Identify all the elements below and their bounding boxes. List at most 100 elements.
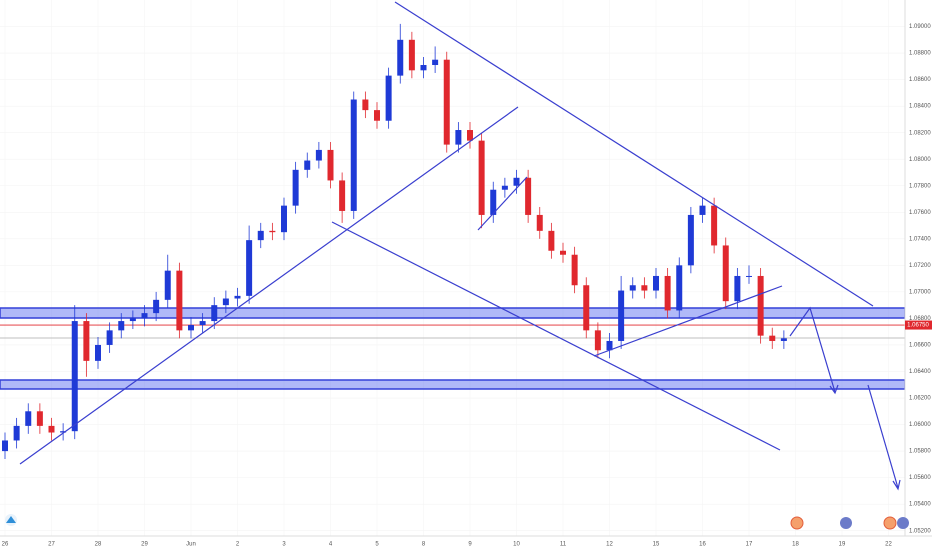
candle-body xyxy=(443,59,450,145)
trend-line xyxy=(477,176,528,231)
x-tick-label: 15 xyxy=(653,542,660,548)
x-tick-label: 17 xyxy=(746,542,753,548)
candle-body xyxy=(583,285,590,331)
candle-body xyxy=(374,110,380,121)
candle-body xyxy=(141,313,148,319)
candle-body xyxy=(676,265,683,311)
y-tick-label: 1.07800 xyxy=(909,183,931,189)
trend-lines xyxy=(19,1,901,491)
x-tick-label: 4 xyxy=(329,542,333,548)
y-tick-label: 1.08800 xyxy=(909,51,931,57)
candle-body xyxy=(571,254,578,286)
y-tick-label: 1.07000 xyxy=(909,289,931,295)
arrow-head xyxy=(892,479,901,491)
candle-body xyxy=(350,99,357,211)
candle-body xyxy=(525,177,532,215)
candle-body xyxy=(397,39,404,76)
event-icon[interactable] xyxy=(840,517,852,529)
candle-body xyxy=(48,425,55,433)
candle-body xyxy=(548,230,555,251)
candle-body xyxy=(711,205,718,246)
candle-body xyxy=(222,298,229,306)
candle-body xyxy=(327,149,334,181)
y-tick-label: 1.07600 xyxy=(909,210,931,216)
candle-body xyxy=(257,230,264,241)
price-tag-label: 1.06750 xyxy=(907,323,929,329)
candle-body xyxy=(106,330,113,345)
candle-body xyxy=(722,245,729,302)
candle-body xyxy=(362,99,369,111)
price-axis xyxy=(905,0,932,536)
candle-body xyxy=(25,411,32,426)
candle-body xyxy=(83,321,90,361)
candle-body xyxy=(292,169,299,206)
candle-body xyxy=(164,270,171,300)
candle-body xyxy=(478,140,485,215)
candle-body xyxy=(490,189,497,215)
trend-line xyxy=(331,221,781,451)
candles xyxy=(2,23,787,460)
candle-body xyxy=(455,130,462,145)
candle-body xyxy=(246,240,253,296)
candle-body xyxy=(501,185,508,190)
candle-body xyxy=(153,299,160,314)
candle-body xyxy=(513,177,520,186)
event-icon[interactable] xyxy=(883,516,897,530)
x-tick-label: 22 xyxy=(885,542,892,548)
candle-body xyxy=(699,205,706,215)
y-tick-label: 1.07400 xyxy=(909,236,931,242)
y-tick-label: 1.05800 xyxy=(909,449,931,455)
candle-body xyxy=(536,214,543,231)
axes: 1.09000 1.08800 1.08600 1.08400 1.08200 1.080… xyxy=(2,24,932,547)
x-tick-label: 16 xyxy=(699,542,706,548)
candle-body xyxy=(664,275,671,311)
candle-body xyxy=(36,411,43,426)
candle-body xyxy=(629,285,636,291)
y-tick-label: 1.06000 xyxy=(909,422,931,428)
price-tag-box xyxy=(905,320,932,330)
x-tick-label: 9 xyxy=(468,542,472,548)
candle-body xyxy=(385,75,392,121)
trend-line xyxy=(19,106,519,465)
candle-body xyxy=(304,160,311,170)
x-tick-label: 27 xyxy=(48,542,55,548)
y-tick-label: 1.06800 xyxy=(909,316,931,322)
candle-body xyxy=(129,318,136,322)
candle-body xyxy=(560,250,566,255)
candle-body xyxy=(734,275,741,302)
x-tick-label: 10 xyxy=(513,542,520,548)
candle-body xyxy=(606,340,613,351)
y-tick-label: 1.05600 xyxy=(909,475,931,481)
y-tick-label: 1.06400 xyxy=(909,369,931,375)
logo-mark xyxy=(6,516,16,523)
x-tick-label: 18 xyxy=(792,542,799,548)
candle-body xyxy=(769,335,776,341)
y-tick-label: 1.07200 xyxy=(909,263,931,269)
candle-body xyxy=(269,230,276,233)
candle-body xyxy=(71,321,78,432)
candle-body xyxy=(176,270,183,331)
y-tick-label: 1.08600 xyxy=(909,77,931,83)
candle-body xyxy=(315,149,322,161)
candle-body xyxy=(420,65,427,71)
y-tick-label: 1.06200 xyxy=(909,396,931,402)
candle-body xyxy=(757,275,764,336)
projection xyxy=(789,306,836,393)
arrow-head xyxy=(829,384,839,395)
event-icon[interactable] xyxy=(897,517,909,529)
y-tick-label: 1.08000 xyxy=(909,157,931,163)
x-tick-label: 28 xyxy=(95,542,102,548)
candle-body xyxy=(467,130,473,141)
candle-body xyxy=(60,431,67,433)
candle-body xyxy=(746,275,752,277)
y-tick-label: 1.06600 xyxy=(909,343,931,349)
trend-line xyxy=(394,1,874,307)
candle-body xyxy=(95,344,101,361)
candle-body xyxy=(234,295,241,299)
candle-body xyxy=(118,321,125,331)
y-tick-label: 1.08400 xyxy=(909,104,931,110)
event-icon[interactable] xyxy=(790,516,804,530)
candle-body xyxy=(594,330,601,351)
resistance-zone xyxy=(0,307,906,319)
candle-body xyxy=(211,305,218,322)
